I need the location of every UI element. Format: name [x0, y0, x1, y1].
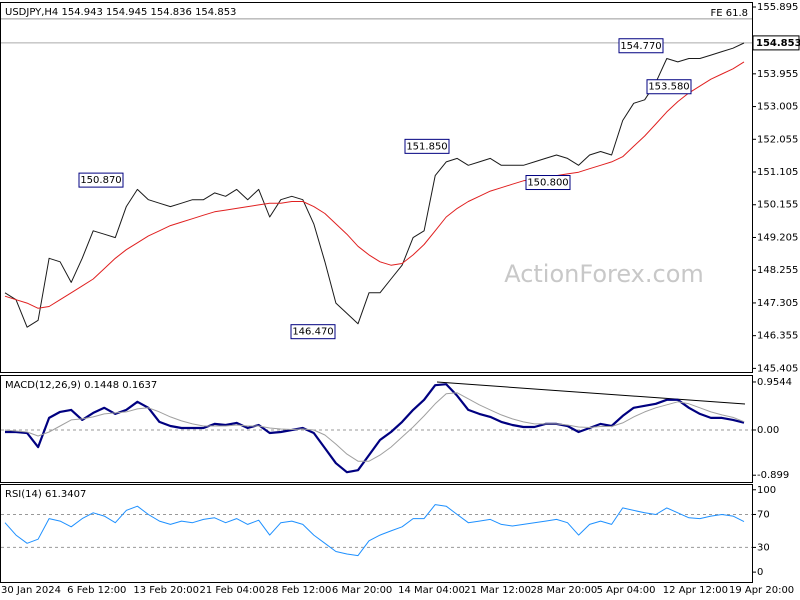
series-line [4, 392, 745, 462]
x-tick-label: 6 Feb 12:00 [67, 585, 126, 596]
annotation-box [290, 324, 336, 340]
watermark: ActionForex.com [504, 260, 704, 288]
y-tick-label: 155.895 [757, 2, 798, 13]
y-tick-label: 145.405 [757, 363, 798, 374]
panel-frame [0, 484, 753, 583]
y-tick-label: -0.899 [757, 470, 789, 481]
panel-title: MACD(12,26,9) 0.1448 0.1637 [5, 380, 157, 391]
last-price-label: 154.853 [756, 38, 800, 49]
y-tick-label: 152.055 [757, 134, 798, 145]
series-line [4, 61, 745, 309]
annotation-box [78, 172, 124, 188]
x-tick-label: 12 Apr 12:00 [663, 585, 728, 596]
x-tick-label: 30 Jan 2024 [1, 585, 61, 596]
y-tick-label: 147.305 [757, 298, 798, 309]
y-tick-label: 0.9544 [757, 377, 792, 388]
panel-frame [0, 375, 753, 483]
annotation-label: 151.850 [406, 141, 447, 152]
y-tick-label: 0 [757, 567, 763, 578]
series-line [4, 42, 745, 328]
x-tick-label: 19 Apr 20:00 [729, 585, 794, 596]
annotation-label: 146.470 [292, 327, 333, 338]
annotation-label: 154.770 [620, 41, 661, 52]
panel-title: RSI(14) 61.3407 [5, 489, 86, 500]
x-tick-label: 21 Feb 04:00 [200, 585, 266, 596]
fe-label: FE 61.8 [710, 8, 748, 19]
y-tick-label: 100 [757, 485, 776, 496]
annotation-box [525, 175, 571, 191]
y-tick-label: 149.205 [757, 232, 798, 243]
x-tick-label: 21 Mar 12:00 [464, 585, 531, 596]
y-tick-label: 30 [757, 542, 770, 553]
y-tick-label: 0.00 [757, 425, 779, 436]
x-tick-label: 13 Feb 20:00 [133, 585, 199, 596]
y-tick-label: 148.255 [757, 265, 798, 276]
annotation-label: 153.580 [648, 82, 689, 93]
y-tick-label: 146.355 [757, 331, 798, 342]
panel-frame [0, 2, 753, 373]
x-tick-label: 5 Apr 04:00 [597, 585, 656, 596]
y-tick-label: 153.005 [757, 102, 798, 113]
annotation-box [646, 79, 692, 95]
last-price-box [752, 35, 800, 51]
x-tick-label: 14 Mar 04:00 [398, 585, 465, 596]
y-tick-label: 150.155 [757, 200, 798, 211]
y-tick-label: 70 [757, 509, 770, 520]
series-line [5, 383, 745, 474]
y-tick-label: 151.105 [757, 167, 798, 178]
annotation-label: 150.800 [527, 178, 568, 189]
panel-title: USDJPY,H4 154.943 154.945 154.836 154.85… [5, 7, 236, 18]
annotation-box [404, 138, 450, 154]
annotation-box [618, 38, 664, 54]
x-tick-label: 6 Mar 20:00 [332, 585, 392, 596]
macd-trendline [436, 381, 746, 405]
annotation-label: 150.870 [80, 175, 121, 186]
x-tick-label: 28 Mar 20:00 [530, 585, 597, 596]
series-line [4, 504, 745, 557]
y-tick-label: 153.955 [757, 69, 798, 80]
x-tick-label: 28 Feb 12:00 [266, 585, 332, 596]
